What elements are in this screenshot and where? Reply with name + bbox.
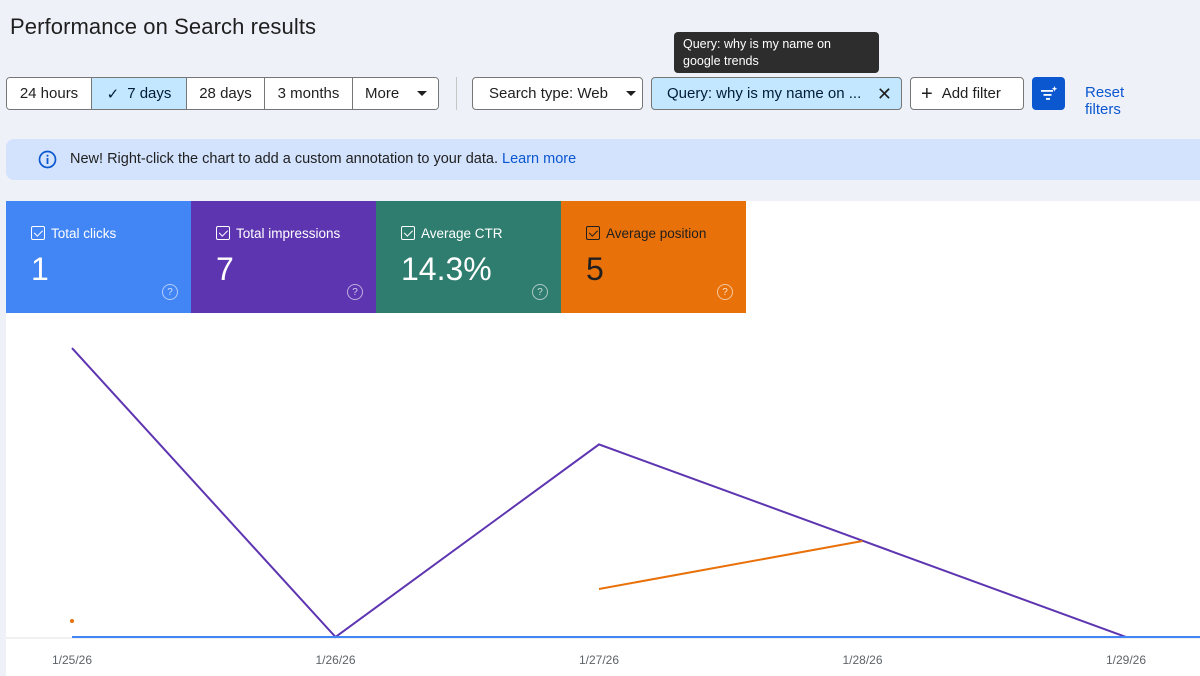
x-tick-label: 1/28/26 <box>842 653 882 667</box>
metric-value: 7 <box>216 251 234 287</box>
x-tick-label: 1/26/26 <box>315 653 355 667</box>
dropdown-arrow-icon <box>625 91 636 96</box>
metric-label: Total clicks <box>51 226 117 241</box>
average-position-point[interactable] <box>70 619 74 623</box>
metric-label: Total impressions <box>236 226 341 241</box>
metric-cards: Total clicks 1 ? Total impressions 7 ? A… <box>6 201 746 313</box>
x-tick-label: 1/27/26 <box>579 653 619 667</box>
dropdown-arrow-icon <box>417 91 428 96</box>
metric-value: 5 <box>586 251 604 287</box>
toolbar-divider <box>456 77 457 110</box>
help-icon[interactable]: ? <box>347 284 363 300</box>
series-line-average-position[interactable] <box>598 540 863 590</box>
performance-chart[interactable]: 1/25/26 1/26/26 1/27/26 1/28/26 1/29/26 <box>6 201 1200 676</box>
date-range-label: More <box>365 85 400 102</box>
checkbox-icon[interactable] <box>586 226 600 240</box>
check-icon: ✓ <box>106 85 120 103</box>
date-range-label: 28 days <box>199 85 252 102</box>
x-tick-label: 1/29/26 <box>1106 653 1146 667</box>
help-icon[interactable]: ? <box>717 284 733 300</box>
date-range-28-days[interactable]: 28 days <box>187 78 265 109</box>
learn-more-link[interactable]: Learn more <box>502 151 577 167</box>
query-filter-label: Query: why is my name on ... <box>667 85 862 102</box>
metric-card-total-impressions[interactable]: Total impressions 7 ? <box>191 201 376 313</box>
annotation-banner: New! Right-click the chart to add a cust… <box>6 139 1200 180</box>
query-tooltip: Query: why is my name on google trends <box>674 32 879 73</box>
metric-value: 14.3% <box>401 251 492 287</box>
date-range-label: 3 months <box>277 85 340 102</box>
filter-sparkle-icon <box>1040 85 1057 100</box>
metric-card-average-ctr[interactable]: Average CTR 14.3% ? <box>376 201 561 313</box>
date-range-24-hours[interactable]: 24 hours <box>7 78 92 109</box>
help-icon[interactable]: ? <box>162 284 178 300</box>
filter-settings-button[interactable] <box>1032 77 1065 110</box>
page-title: Performance on Search results <box>10 14 317 39</box>
x-tick-label: 1/25/26 <box>52 653 92 667</box>
metric-value: 1 <box>31 251 49 287</box>
date-range-label: 24 hours <box>19 85 79 102</box>
checkbox-icon[interactable] <box>31 226 45 240</box>
banner-message: New! Right-click the chart to add a cust… <box>70 151 576 167</box>
query-filter-chip[interactable]: Query: why is my name on ... ✕ <box>651 77 902 110</box>
date-range-more[interactable]: More <box>353 78 438 109</box>
date-range-label: 7 days <box>127 85 172 102</box>
reset-filters-link[interactable]: Reset filters <box>1085 84 1125 118</box>
metric-label: Average CTR <box>421 226 503 241</box>
add-filter-label: Add filter <box>941 85 1001 102</box>
date-range-7-days[interactable]: ✓ 7 days <box>92 78 187 109</box>
plus-icon: + <box>921 82 933 105</box>
help-icon[interactable]: ? <box>532 284 548 300</box>
search-type-dropdown[interactable]: Search type: Web <box>472 77 643 110</box>
checkbox-icon[interactable] <box>216 226 230 240</box>
series-line-total-impressions[interactable] <box>71 347 1127 639</box>
add-filter-button[interactable]: + Add filter <box>910 77 1024 110</box>
search-type-label: Search type: Web <box>489 85 608 102</box>
date-range-3-months[interactable]: 3 months <box>265 78 353 109</box>
performance-panel: 1/25/26 1/26/26 1/27/26 1/28/26 1/29/26 Tota… <box>6 201 1200 676</box>
metric-label: Average position <box>606 226 707 241</box>
checkbox-icon[interactable] <box>401 226 415 240</box>
banner-text: New! Right-click the chart to add a cust… <box>70 151 498 167</box>
metric-card-total-clicks[interactable]: Total clicks 1 ? <box>6 201 191 313</box>
info-icon <box>38 150 57 169</box>
date-range-selector: 24 hours ✓ 7 days 28 days 3 months More <box>6 77 439 110</box>
close-icon[interactable]: ✕ <box>876 84 892 104</box>
metric-card-average-position[interactable]: Average position 5 ? <box>561 201 746 313</box>
